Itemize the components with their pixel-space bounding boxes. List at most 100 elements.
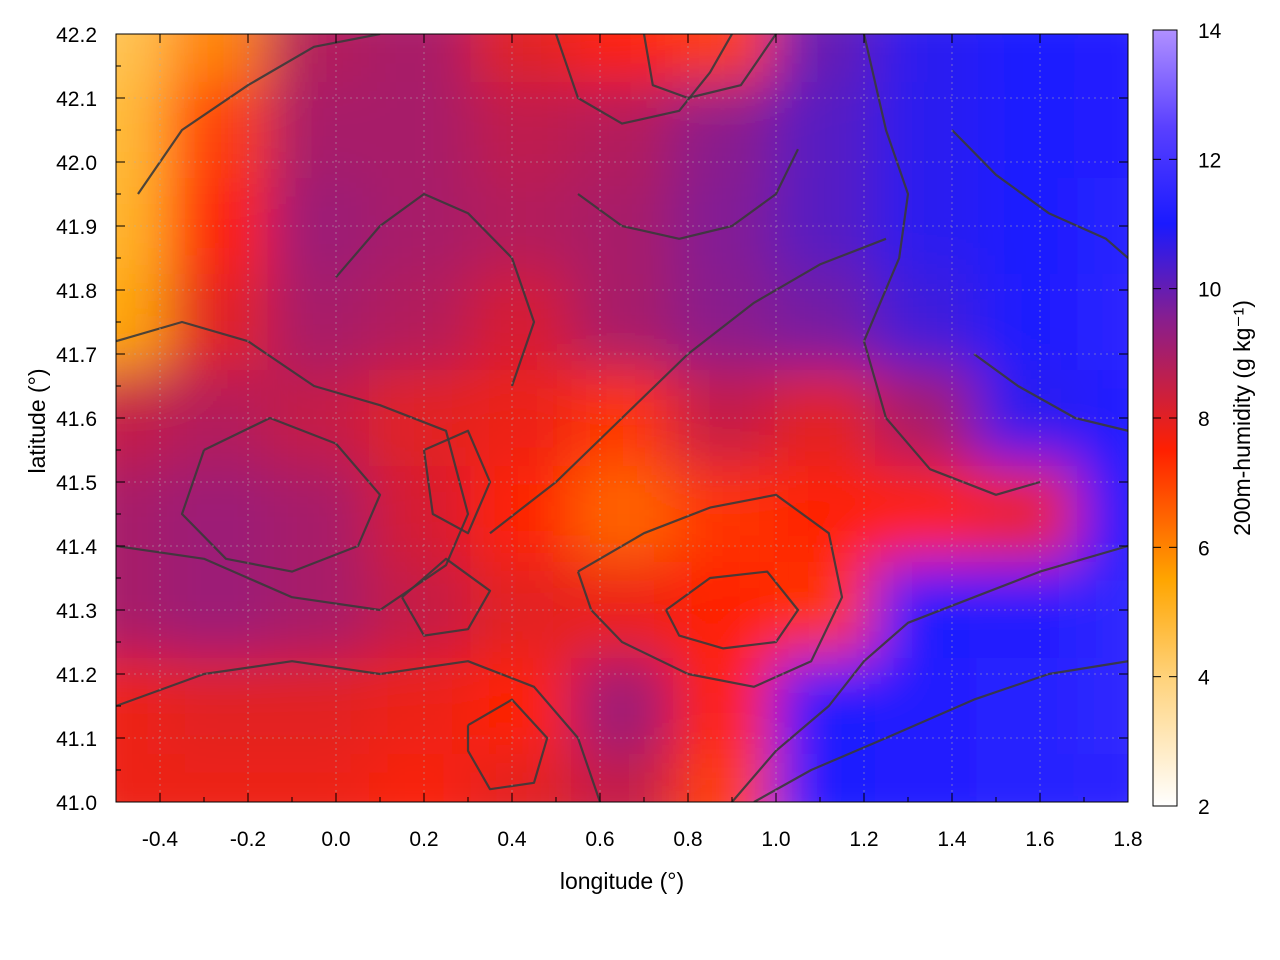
contour-line xyxy=(401,557,492,637)
contour-line xyxy=(665,570,800,650)
heatmap-cell xyxy=(571,466,673,562)
heatmap-cell xyxy=(976,754,1078,802)
heatmap-cell xyxy=(267,562,369,658)
colorbar-tick-label: 2 xyxy=(1198,796,1210,819)
heatmap-cell xyxy=(976,274,1078,370)
heatmap-cell xyxy=(267,178,369,274)
colorbar-tick-label: 8 xyxy=(1198,408,1210,431)
colorbar-tick-label: 12 xyxy=(1198,149,1221,172)
y-axis-title: latitude (°) xyxy=(24,368,50,473)
y-tick-label: 41.1 xyxy=(56,728,97,751)
heatmap-cell xyxy=(267,658,369,754)
heatmap-cell xyxy=(267,274,369,370)
heatmap-cell xyxy=(571,754,673,802)
heatmap-cell xyxy=(571,658,673,754)
colorbar-tick-label: 10 xyxy=(1198,279,1221,302)
heatmap-cell xyxy=(773,274,875,370)
heatmap-cell xyxy=(166,34,268,82)
heatmap-cell xyxy=(875,754,977,802)
y-tick-label: 41.5 xyxy=(56,472,97,495)
x-tick-label: -0.2 xyxy=(230,828,266,851)
heatmap-cell xyxy=(470,274,572,370)
x-tick-label: 1.0 xyxy=(761,828,790,851)
heatmap-cell xyxy=(875,274,977,370)
y-tick-label: 41.3 xyxy=(56,600,97,623)
heatmap-cell xyxy=(369,466,471,562)
heatmap-cell xyxy=(571,34,673,82)
contour-line xyxy=(753,660,1128,802)
heatmap-cell xyxy=(369,274,471,370)
y-axis: 41.0 41.1 41.2 41.3 41.4 41.5 41.6 41.7 41.8 41.9… xyxy=(56,24,1128,815)
heatmap-cell xyxy=(166,370,268,466)
heatmap-cell xyxy=(116,34,167,82)
x-tick-label: 0.2 xyxy=(409,828,438,851)
heatmap-cell xyxy=(976,82,1078,178)
contour-line xyxy=(466,698,549,791)
heatmap-cell xyxy=(470,82,572,178)
heatmap-cell xyxy=(470,34,572,82)
y-tick-label: 41.0 xyxy=(56,792,97,815)
contour-line xyxy=(116,320,470,612)
heatmap-cell xyxy=(166,178,268,274)
heatmap-cell xyxy=(976,178,1078,274)
x-tick-label: 0.6 xyxy=(585,828,614,851)
heatmap-cell xyxy=(875,34,977,82)
y-tick-label: 41.6 xyxy=(56,408,97,431)
y-tick-label: 42.1 xyxy=(56,88,97,111)
grid-lines xyxy=(116,34,1128,802)
heatmap-cell xyxy=(1077,34,1128,82)
heatmap-cell xyxy=(875,82,977,178)
colorbar-title: 200m-humidity (g kg⁻¹) xyxy=(1229,300,1255,536)
contour-line xyxy=(422,429,492,535)
heatmap-cell xyxy=(369,754,471,802)
x-tick-label: 1.8 xyxy=(1113,828,1142,851)
contour-line xyxy=(116,660,602,802)
colorbar-tick-label: 4 xyxy=(1198,667,1210,690)
heatmap-cell xyxy=(976,34,1078,82)
heatmap-cell xyxy=(976,466,1078,562)
y-tick-label: 41.7 xyxy=(56,344,97,367)
heatmap-cell xyxy=(470,178,572,274)
x-tick-label: 1.6 xyxy=(1025,828,1054,851)
heatmap-cell xyxy=(672,34,774,82)
heatmap-cell xyxy=(672,754,774,802)
heatmap-cell xyxy=(267,34,369,82)
colorbar: 2 4 6 8 10 12 14 200m-humidity (g kg⁻¹) xyxy=(1152,20,1255,819)
heatmap-cell xyxy=(470,658,572,754)
heatmap-cell xyxy=(267,370,369,466)
contour-line xyxy=(731,544,1128,802)
heatmap-cell xyxy=(773,466,875,562)
y-tick-label: 42.2 xyxy=(56,24,97,47)
x-tick-label: 1.2 xyxy=(849,828,878,851)
contour-line xyxy=(577,148,799,240)
heatmap-cell xyxy=(773,34,875,82)
heatmap-cell xyxy=(470,562,572,658)
humidity-heatmap xyxy=(116,34,1128,802)
heatmap-cell xyxy=(369,370,471,466)
colorbar-tick-label: 6 xyxy=(1198,537,1210,560)
contour-line xyxy=(576,493,844,688)
heatmap-cell xyxy=(166,754,268,802)
heatmap-cell xyxy=(1077,754,1128,802)
y-tick-label: 41.9 xyxy=(56,216,97,239)
heatmap-cell xyxy=(369,562,471,658)
contour-line xyxy=(554,34,733,125)
y-tick-label: 41.4 xyxy=(56,536,97,559)
y-tick-label: 41.8 xyxy=(56,280,97,303)
heatmap-cell xyxy=(773,754,875,802)
heatmap-cell xyxy=(369,34,471,82)
humidity-contours xyxy=(116,34,1128,802)
x-tick-label: 0.4 xyxy=(497,828,527,851)
heatmap-cell xyxy=(369,178,471,274)
heatmap-cell xyxy=(470,370,572,466)
heatmap-cell xyxy=(470,754,572,802)
heatmap-cell xyxy=(571,274,673,370)
heatmap-cell xyxy=(571,82,673,178)
x-tick-label: 1.4 xyxy=(937,828,967,851)
x-tick-label: -0.4 xyxy=(142,828,179,851)
heatmap-cell xyxy=(976,370,1078,466)
heatmap-cell xyxy=(267,82,369,178)
contour-line xyxy=(951,129,1128,259)
x-tick-label: 0.0 xyxy=(321,828,350,851)
